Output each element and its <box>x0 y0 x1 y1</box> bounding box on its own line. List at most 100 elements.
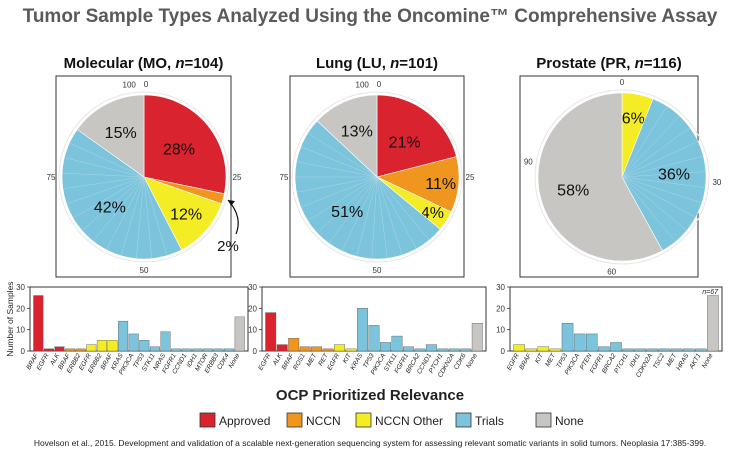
legend-swatch <box>199 412 216 428</box>
pie-title-pre: Prostate (PR, <box>536 55 634 72</box>
bar-braf <box>107 340 118 352</box>
x-tick-label: None <box>228 352 242 369</box>
bar-cdkn2a <box>646 348 659 352</box>
bar-braf <box>33 295 44 352</box>
y-tick-label: 20 <box>16 304 25 313</box>
bar-ros1 <box>299 346 311 352</box>
bar-ret <box>322 348 334 352</box>
trials-segment <box>62 172 145 178</box>
pie-label: 11% <box>425 176 456 193</box>
bar-idh1 <box>634 348 646 352</box>
legend-label: NCCN Other <box>375 414 443 428</box>
pie-title-n: n <box>635 55 644 72</box>
x-tick-label: None <box>701 352 715 369</box>
x-tick-label: AKT1 <box>688 352 703 371</box>
pie-title-post: =116) <box>644 55 682 72</box>
bar-egfr <box>43 348 54 352</box>
bar-egfr <box>86 344 97 352</box>
legend-label: Trials <box>475 414 504 428</box>
pie-label: 58% <box>557 183 589 200</box>
bar-stk11 <box>149 346 160 352</box>
bar-met <box>549 348 562 352</box>
y-tick-label: 0 <box>253 347 258 356</box>
bar-tp53 <box>139 340 150 352</box>
y-tick-label: 10 <box>16 326 25 335</box>
trials-segment <box>621 176 702 204</box>
bar-pten <box>586 333 598 352</box>
x-tick-label: EGFR <box>326 352 341 371</box>
bar-ptch1 <box>622 348 634 352</box>
trials-segment <box>72 176 145 219</box>
bar-none <box>707 295 719 352</box>
bar-alk <box>54 346 65 352</box>
bar-erbb2 <box>96 340 107 352</box>
trials-segment <box>296 161 378 178</box>
trials-segment <box>300 146 378 178</box>
x-tick-label: EGFR <box>257 352 272 371</box>
relevance-title: OCP Prioritized Relevance <box>276 387 464 404</box>
pie-ring <box>534 89 710 265</box>
pie-ring <box>291 91 463 263</box>
bar-annotation: n=67 <box>702 289 719 296</box>
y-tick-label: 0 <box>21 347 26 356</box>
x-tick-label: MET <box>305 352 318 368</box>
trials-segment <box>621 176 676 242</box>
bar-cdk6 <box>460 348 472 352</box>
bar-egfr <box>513 344 525 352</box>
pie-title-pre: Molecular (MO, <box>64 55 176 72</box>
legend-label: NCCN <box>306 414 341 428</box>
trials-segment <box>307 132 378 178</box>
trials-segment <box>621 141 699 178</box>
bar-ccnd1 <box>181 348 192 352</box>
trials-segment <box>621 115 680 178</box>
trials-segment <box>621 176 706 188</box>
pie-title: Molecular (MO, n=104) <box>64 55 224 72</box>
bar-kras <box>357 308 368 352</box>
trials-segment <box>93 176 145 242</box>
x-tick-label: TSC2 <box>652 352 667 370</box>
bar-y-axis-label: Number of Samples <box>5 281 15 356</box>
bar-frame <box>29 286 249 352</box>
pie-title: Prostate (PR, n=116) <box>536 55 682 72</box>
bar-fgfr1 <box>402 346 414 352</box>
pie-slice-none <box>76 94 145 178</box>
x-tick-label: BRAF <box>518 352 533 371</box>
bar-cdk4 <box>224 348 235 352</box>
x-tick-label: None <box>465 352 479 369</box>
legend: Approved NCCN NCCN Other Trials None <box>199 412 584 428</box>
bar-ptch1 <box>437 348 449 352</box>
bar-idh1 <box>192 348 203 352</box>
pie-tick-label: 0 <box>377 80 382 89</box>
legend-item-approved: Approved <box>199 412 270 428</box>
pie-panel-3: Prostate (PR, n=116) 6% 36% 58% 0 30 60 90 <box>519 55 722 278</box>
trials-segment <box>621 127 691 178</box>
trials-segment <box>120 176 145 256</box>
bar-mtor <box>202 348 213 352</box>
pie-tick-label: 25 <box>466 173 475 182</box>
pie-title: Lung (LU, n=101) <box>316 55 438 72</box>
bar-brca2 <box>610 342 622 352</box>
bar-egfr <box>265 312 277 352</box>
bar-erbb2 <box>75 348 86 352</box>
pie-tick-label: 30 <box>712 178 721 187</box>
pie-label: 21% <box>389 134 421 151</box>
pie-tick-label: 0 <box>144 80 149 89</box>
bar-pik3ca <box>128 333 139 352</box>
trials-segment <box>376 176 388 259</box>
x-tick-label: HRAS <box>675 352 690 372</box>
y-tick-label: 20 <box>248 304 257 313</box>
x-tick-label: KIT <box>342 352 354 365</box>
bar-kit <box>345 348 357 352</box>
pie-title-n: n <box>175 55 184 72</box>
bar-met <box>311 346 323 352</box>
bar-none <box>471 323 483 352</box>
pie-ring <box>58 91 230 263</box>
pie-tick-label: 60 <box>607 267 616 276</box>
pie-slice-none <box>537 92 663 262</box>
bar-kit <box>537 346 550 352</box>
arrow-head <box>228 200 235 206</box>
pie-label: 51% <box>331 204 363 221</box>
legend-item-trials: Trials <box>455 412 504 428</box>
pie-slice-none <box>316 94 378 178</box>
bar-kras <box>118 320 129 352</box>
